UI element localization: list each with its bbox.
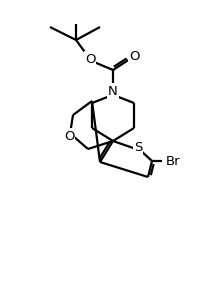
Text: N: N — [108, 84, 118, 98]
Text: O: O — [129, 50, 139, 63]
Text: O: O — [85, 52, 95, 66]
Text: S: S — [134, 140, 142, 153]
Text: Br: Br — [166, 155, 180, 168]
Text: O: O — [64, 129, 74, 143]
